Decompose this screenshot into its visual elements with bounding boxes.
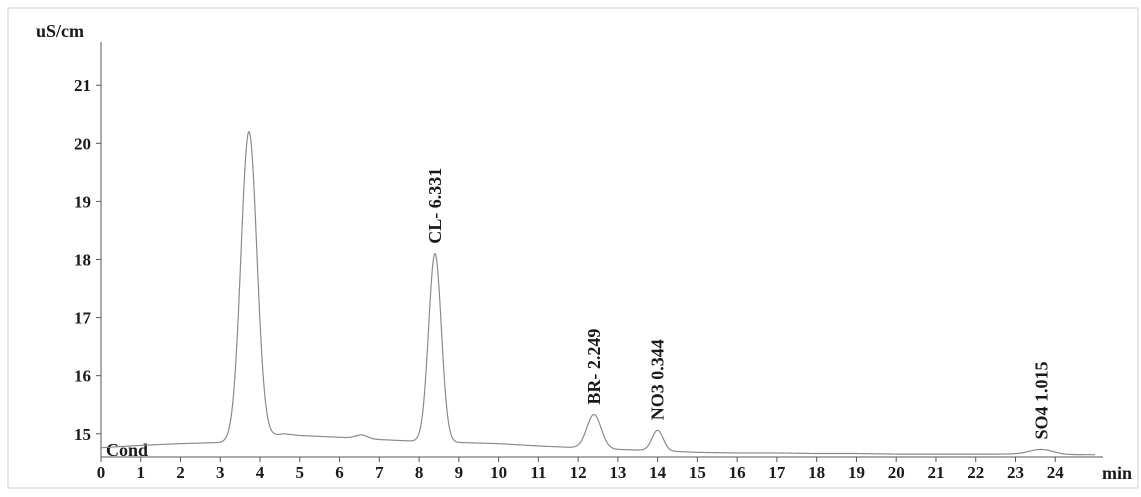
y-tick-label: 17 [74, 309, 92, 328]
peak-label: BR- 2.249 [584, 329, 604, 405]
x-tick-label: 23 [1007, 463, 1024, 482]
y-tick-label: 16 [74, 367, 91, 386]
peak-label: NO3 0.344 [648, 339, 668, 420]
x-tick-label: 22 [967, 463, 984, 482]
y-axis-label: uS/cm [36, 21, 84, 41]
x-axis-label: min [1102, 463, 1132, 483]
x-tick-label: 9 [455, 463, 464, 482]
trace-group [100, 130, 1095, 456]
x-tick-label: 10 [490, 463, 507, 482]
x-tick-label: 16 [729, 463, 746, 482]
x-tick-label: 6 [335, 463, 344, 482]
x-tick-label: 24 [1047, 463, 1065, 482]
x-tick-label: 4 [256, 463, 265, 482]
x-tick-label: 8 [415, 463, 424, 482]
peak-label: SO4 1.015 [1031, 361, 1051, 439]
x-tick-label: 11 [530, 463, 546, 482]
y-tick-label: 19 [74, 192, 91, 211]
x-tick-label: 17 [768, 463, 786, 482]
x-tick-label: 3 [216, 463, 225, 482]
x-tick-label: 13 [609, 463, 626, 482]
y-tick-label: 18 [74, 251, 91, 270]
peak-labels: CL- 6.331 BR- 2.249 NO3 0.344 SO4 1.015 [425, 168, 1051, 440]
x-tick-label: 12 [570, 463, 587, 482]
y-tick-label: 20 [74, 134, 91, 153]
x-tick-label: 20 [888, 463, 905, 482]
x-tick-label: 2 [176, 463, 185, 482]
y-tick-label: 15 [74, 425, 91, 444]
x-tick-label: 0 [97, 463, 106, 482]
conductivity-trace [100, 130, 1095, 456]
y-tick-label: 21 [74, 76, 91, 95]
x-tick-label: 14 [649, 463, 667, 482]
x-tick-label: 18 [808, 463, 825, 482]
x-tick-label: 7 [375, 463, 384, 482]
peak-label: CL- 6.331 [425, 168, 445, 244]
plot-frame [7, 7, 1139, 489]
x-tick-label: 19 [848, 463, 865, 482]
x-tick-label: 5 [296, 463, 305, 482]
x-tick-label: 15 [689, 463, 706, 482]
x-tick-label: 1 [137, 463, 146, 482]
x-tick-label: 21 [927, 463, 944, 482]
